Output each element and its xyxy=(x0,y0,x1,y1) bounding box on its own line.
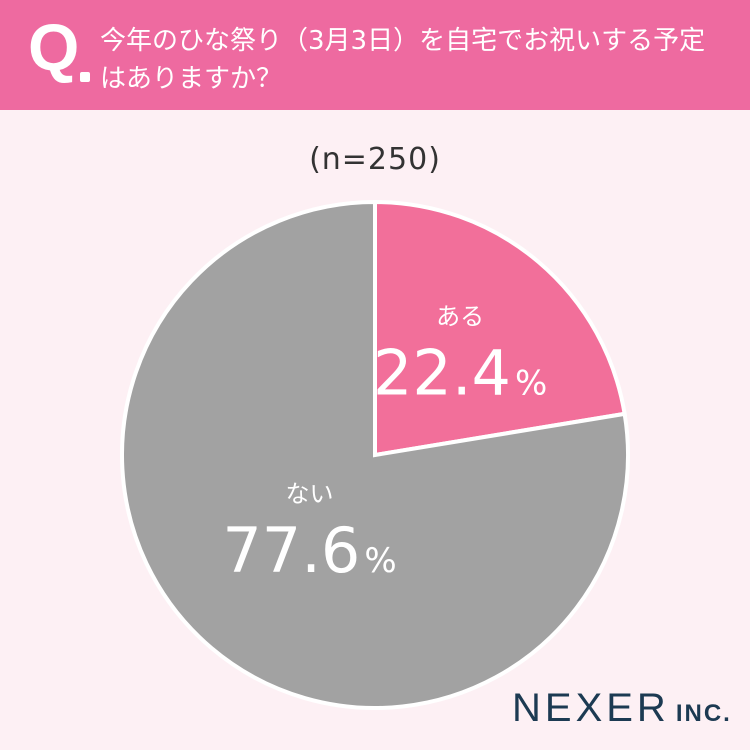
question-text: 今年のひな祭り（3月3日）を自宅でお祝いする予定 はありますか？ xyxy=(100,22,740,98)
pie-slices xyxy=(120,199,630,710)
slice-value-1: 22.4% xyxy=(373,337,547,410)
slice-label-1: ある xyxy=(436,303,484,331)
pie-labels: ある 22.4 % ない 77.6% xyxy=(222,303,547,587)
q-dot-icon xyxy=(80,72,90,82)
q-mark: Q xyxy=(28,10,80,84)
brand-logo: NEXER INC. xyxy=(512,686,732,731)
slice-value-2: 77.6% xyxy=(222,514,396,587)
question-line-1: 今年のひな祭り（3月3日）を自宅でお祝いする予定 xyxy=(100,26,706,56)
question-header: Q 今年のひな祭り（3月3日）を自宅でお祝いする予定 はありますか？ xyxy=(0,0,750,110)
pie-slice-1 xyxy=(373,199,627,458)
brand-name: NEXER xyxy=(512,686,670,730)
question-line-2: はありますか？ xyxy=(100,64,283,94)
pie-slice-2 xyxy=(120,199,630,710)
slice-label-2: ない xyxy=(286,480,334,508)
sample-size: (n=250) xyxy=(309,142,441,177)
brand-suffix: INC. xyxy=(675,700,732,727)
